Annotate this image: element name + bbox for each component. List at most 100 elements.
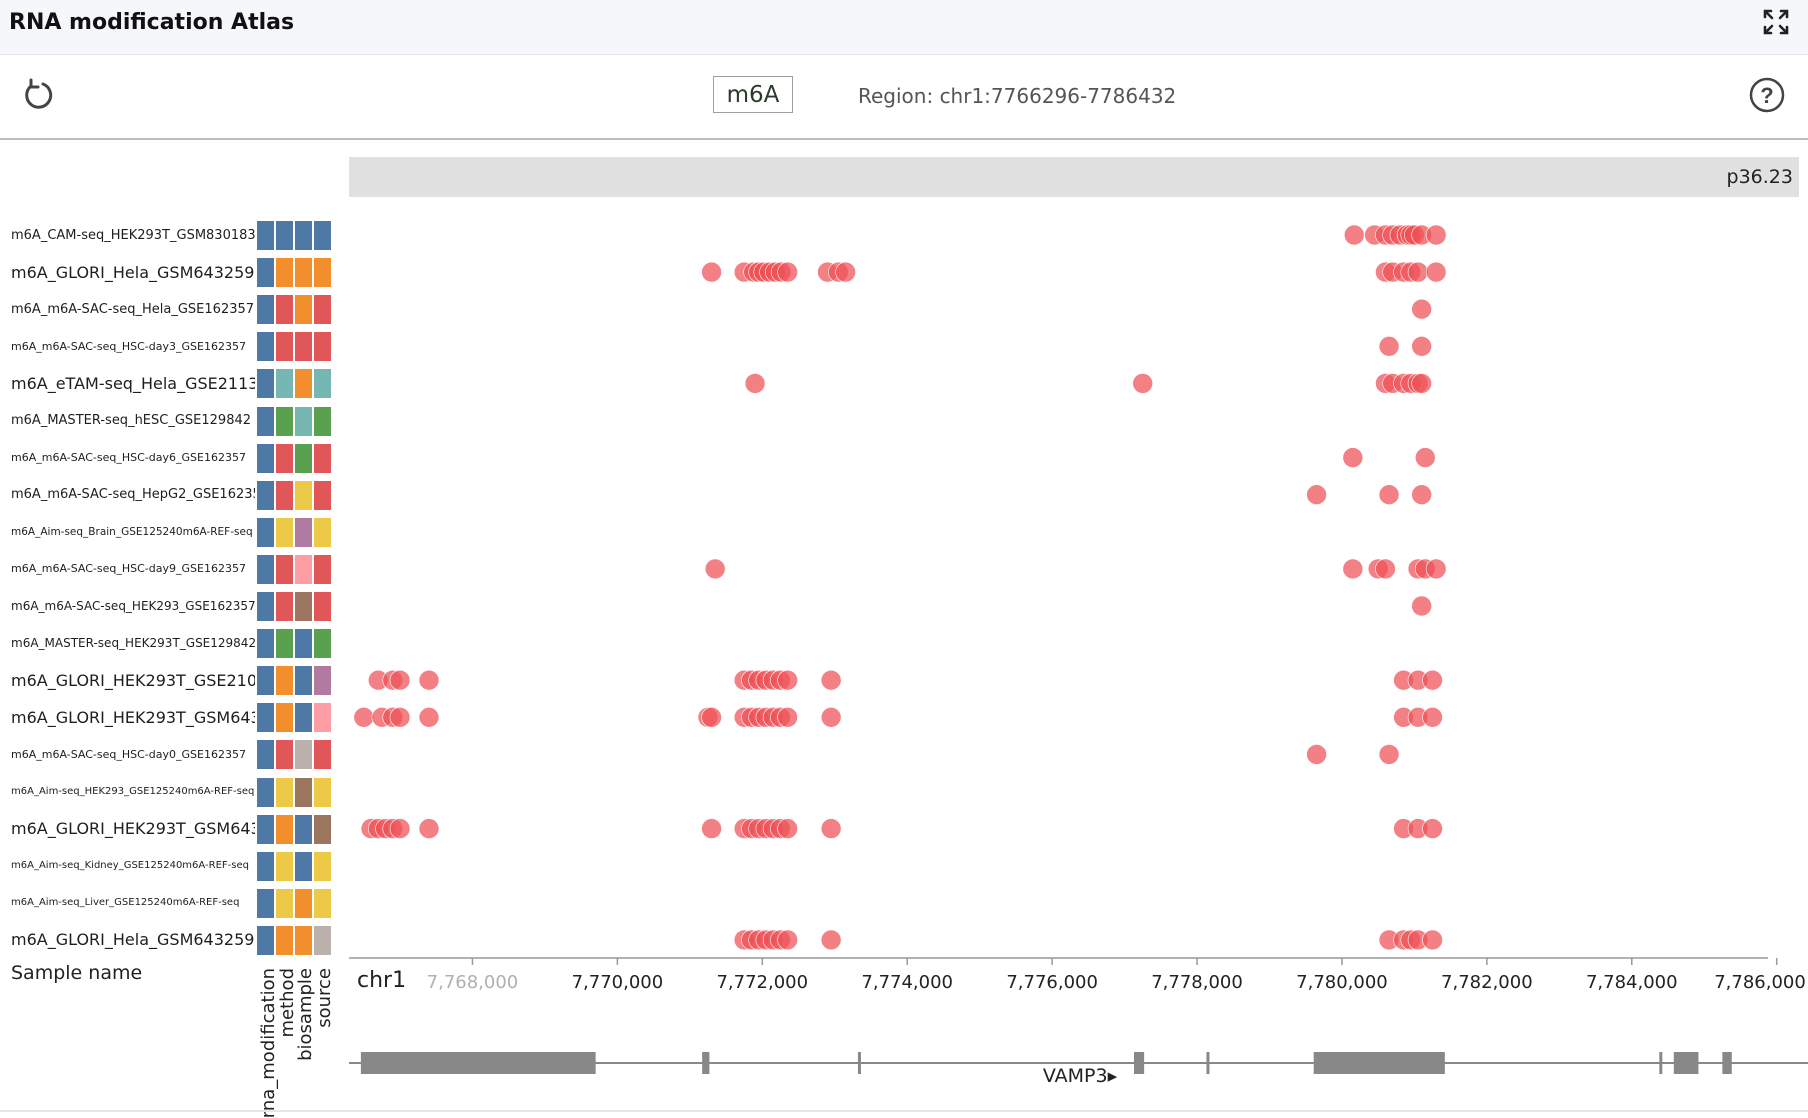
annotation-swatch-biosample [295,480,312,510]
sample-label[interactable]: m6A_MASTER-seq_hESC_GSE129842 [11,413,252,428]
sample-label[interactable]: m6A_Aim-seq_Liver_GSE125240m6A-REF-seq [11,897,240,909]
modification-site-point[interactable] [1422,706,1443,728]
modification-site-point[interactable] [701,261,722,283]
modification-site-point[interactable] [1425,261,1447,283]
modification-site-point[interactable] [1342,447,1364,468]
modification-site-point[interactable] [389,669,411,691]
modification-site-point[interactable] [1422,669,1443,691]
modification-site-point[interactable] [1306,484,1327,506]
annotation-swatch-source [314,851,331,881]
gene-exon[interactable] [857,1052,861,1074]
modification-site-point[interactable] [1422,929,1443,951]
annotation-swatch-source [314,295,331,325]
modification-selector[interactable]: m6A [713,76,793,113]
modification-site-point[interactable] [701,818,722,839]
annotation-swatch-source [314,258,331,288]
modification-site-point[interactable] [1411,373,1432,394]
sample-label[interactable]: m6A_Aim-seq_Brain_GSE125240m6A-REF-seq [11,525,253,538]
x-axis-tick-label: 7,786,000 [1714,972,1806,993]
modification-site-point[interactable] [418,818,440,839]
gene-exon[interactable] [360,1052,596,1074]
reset-icon[interactable] [21,78,55,112]
sample-label[interactable]: m6A_m6A-SAC-seq_HEK293_GSE162357 [11,599,255,613]
sample-label[interactable]: m6A_m6A-SAC-seq_HSC-day9_GSE162357 [11,562,246,576]
annotation-swatch-method [276,851,293,881]
sample-label[interactable]: m6A_m6A-SAC-seq_HSC-day3_GSE162357 [11,339,246,353]
gene-exon[interactable] [1313,1052,1445,1074]
modification-site-point[interactable] [1306,744,1327,765]
modification-site-point[interactable] [1411,595,1432,617]
modification-site-point[interactable] [1425,558,1447,580]
annotation-swatch-biosample [295,666,312,696]
modification-site-point[interactable] [353,706,375,728]
modification-site-point[interactable] [1378,744,1400,765]
modification-site-point[interactable] [820,706,842,728]
modification-site-point[interactable] [1342,558,1364,580]
fullscreen-icon[interactable] [1762,8,1790,36]
modification-site-point[interactable] [1411,484,1432,506]
modification-site-point[interactable] [1411,298,1432,320]
annotation-swatch-biosample [295,888,312,918]
annotation-swatch-method [276,740,293,770]
gene-exon[interactable] [1673,1052,1699,1074]
modification-site-point[interactable] [1132,373,1153,394]
modification-site-point[interactable] [389,706,411,728]
modification-site-point[interactable] [1378,335,1400,357]
sample-name-header: Sample name [11,962,143,984]
gene-exon[interactable] [1206,1052,1210,1074]
modification-site-point[interactable] [418,669,440,691]
modification-site-point[interactable] [1407,261,1429,283]
modification-site-point[interactable] [820,669,842,691]
gene-exon[interactable] [1134,1052,1145,1074]
modification-site-point[interactable] [820,818,842,839]
modification-site-point[interactable] [1343,224,1365,246]
help-icon[interactable]: ? [1748,76,1786,114]
modification-site-point[interactable] [1422,818,1443,839]
annotation-swatch-source [314,332,331,362]
modification-site-point[interactable] [1375,558,1396,580]
modification-site-point[interactable] [389,818,411,839]
sample-label[interactable]: m6A_eTAM-seq_Hela_GSE211303 [11,373,255,393]
annotation-swatch-method [276,406,293,436]
annotation-swatch-biosample [295,851,312,881]
sample-label[interactable]: m6A_Aim-seq_Kidney_GSE125240m6A-REF-seq [11,860,249,872]
modification-site-point[interactable] [777,818,798,839]
sample-label[interactable]: m6A_m6A-SAC-seq_HSC-day0_GSE162357 [11,747,246,761]
modification-site-point[interactable] [777,261,798,283]
modification-site-point[interactable] [820,929,842,951]
sample-label[interactable]: m6A_GLORI_Hela_GSM6432595 [11,262,255,282]
modification-site-point[interactable] [1425,224,1447,246]
modification-site-point[interactable] [418,706,440,728]
gene-exon[interactable] [1722,1052,1732,1074]
modification-site-point[interactable] [777,929,798,951]
modification-site-point[interactable] [777,669,798,691]
sample-label[interactable]: m6A_MASTER-seq_HEK293T_GSE129842 [11,636,255,651]
sample-label[interactable]: m6A_m6A-SAC-seq_HSC-day6_GSE162357 [11,451,246,465]
annotation-swatch-source [314,925,331,955]
sample-label[interactable]: m6A_GLORI_HEK293T_GSM6432591 [11,819,255,839]
cytoband-label: p36.23 [1726,166,1793,188]
annotation-swatch-source [314,221,331,250]
modification-site-point[interactable] [744,373,766,394]
sample-label[interactable]: m6A_GLORI_Hela_GSM6432596 [11,930,255,950]
annotation-swatch-rna_modification [257,888,274,918]
sample-label[interactable]: m6A_CAM-seq_HEK293T_GSM8301835 [11,227,255,243]
annotation-swatch-source [314,814,331,844]
modification-site-point[interactable] [1378,484,1400,506]
modification-site-point[interactable] [777,706,798,728]
sample-label[interactable]: m6A_GLORI_HEK293T_GSM6432590 [11,707,255,727]
sample-label[interactable]: m6A_m6A-SAC-seq_HepG2_GSE162357 [11,487,255,503]
sample-label[interactable]: m6A_m6A-SAC-seq_Hela_GSE162357 [11,301,255,317]
modification-site-point[interactable] [1411,335,1432,357]
modification-site-point[interactable] [835,261,856,283]
modification-site-point[interactable] [701,706,722,728]
modification-site-point[interactable] [1414,447,1436,468]
annotation-swatch-method [276,295,293,325]
annotation-swatch-biosample [295,258,312,288]
modification-site-point[interactable] [704,558,726,580]
gene-exon[interactable] [702,1052,710,1074]
chromosome-label: chr1 [357,968,407,993]
sample-label[interactable]: m6A_Aim-seq_HEK293_GSE125240m6A-REF-seq [11,786,255,797]
sample-label[interactable]: m6A_GLORI_HEK293T_GSE210563 [11,670,255,690]
gene-exon[interactable] [1659,1052,1663,1074]
